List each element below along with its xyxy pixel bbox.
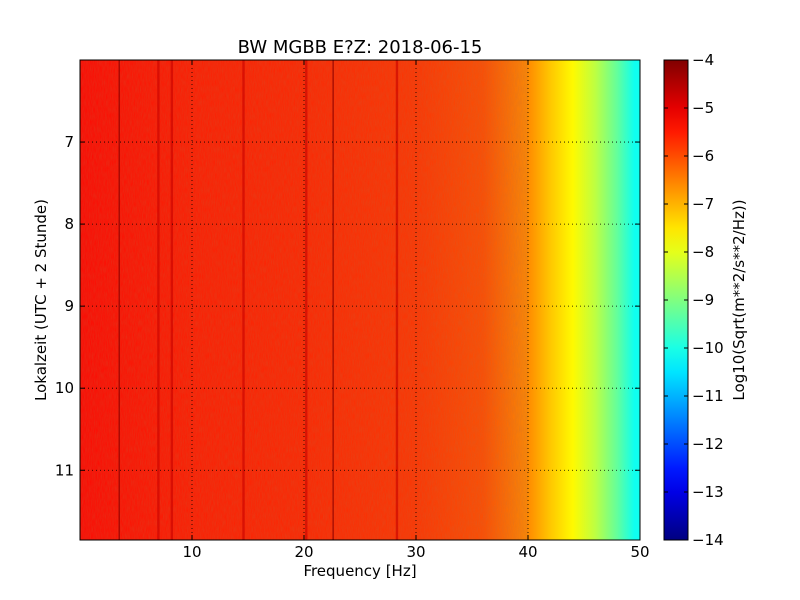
colorbar-tick-label: −4: [692, 51, 714, 69]
colorbar-tick-label: −6: [692, 147, 714, 165]
x-tick-label: 50: [630, 543, 649, 561]
grid-lines: [80, 60, 640, 540]
y-tick-label: 11: [55, 461, 74, 479]
x-axis-label: Frequency [Hz]: [303, 562, 416, 580]
colorbar-tick-label: −11: [692, 387, 724, 405]
colorbar-label: Log10(Sqrt(m**2/s**2/Hz)): [730, 199, 748, 400]
colorbar-tick-label: −10: [692, 339, 724, 357]
colorbar-tick-label: −9: [692, 291, 714, 309]
colorbar: −4 −5 −6 −7 −8 −9 −10 −11 −12 −13 −14: [663, 51, 724, 549]
y-axis-ticks: 7 8 9 10 11: [55, 133, 640, 479]
y-tick-label: 9: [64, 297, 74, 315]
y-tick-label: 8: [64, 215, 74, 233]
y-axis-label: Lokalzeit (UTC + 2 Stunde): [32, 199, 50, 401]
chart-title: BW MGBB E?Z: 2018-06-15: [238, 37, 483, 58]
colorbar-tick-label: −8: [692, 243, 714, 261]
x-tick-label: 20: [294, 543, 313, 561]
x-tick-label: 30: [406, 543, 425, 561]
colorbar-tick-label: −14: [692, 531, 724, 549]
x-axis-ticks: 10 20 30 40 50: [182, 60, 650, 561]
y-tick-label: 10: [55, 379, 74, 397]
colorbar-tick-label: −13: [692, 483, 724, 501]
plot-frame: [79, 59, 641, 541]
colorbar-tick-label: −5: [692, 99, 714, 117]
x-tick-label: 40: [518, 543, 537, 561]
spectrogram-plot-area: [79, 59, 641, 541]
colorbar-ticks: −4 −5 −6 −7 −8 −9 −10 −11 −12 −13 −14: [664, 51, 724, 549]
colorbar-tick-label: −7: [692, 195, 714, 213]
x-tick-label: 10: [182, 543, 201, 561]
spectral-lines: [118, 60, 399, 540]
y-tick-label: 7: [64, 133, 74, 151]
colorbar-tick-label: −12: [692, 435, 724, 453]
